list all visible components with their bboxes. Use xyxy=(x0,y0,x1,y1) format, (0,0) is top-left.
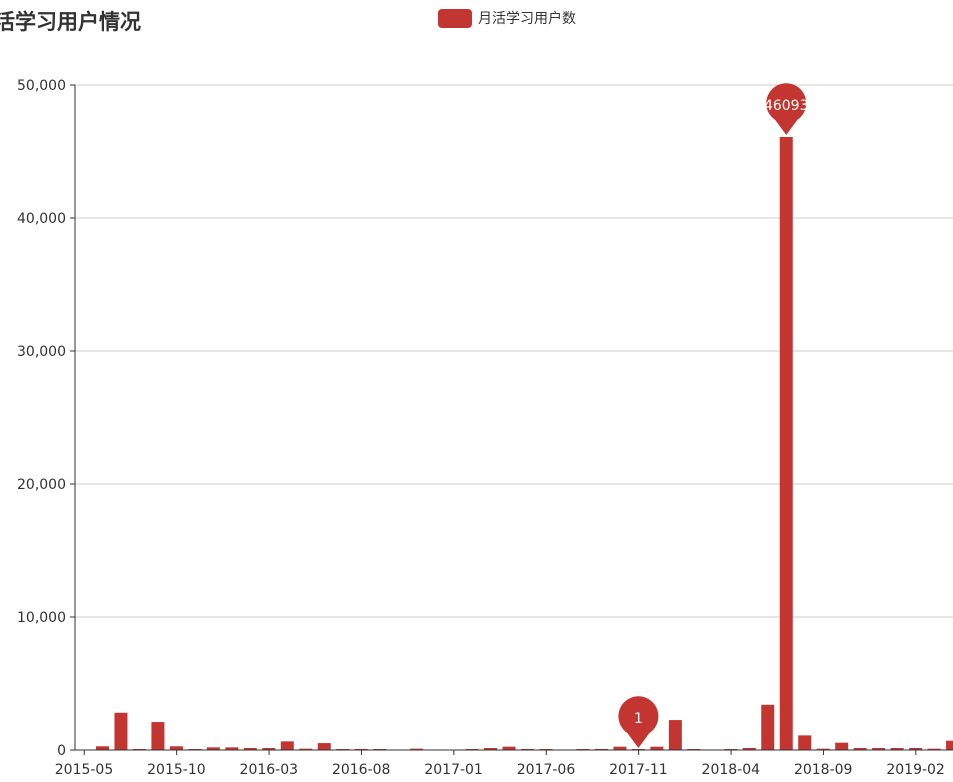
x-tick-label: 2015-05 xyxy=(55,762,114,778)
bar xyxy=(225,747,239,750)
bar xyxy=(114,712,128,750)
bar xyxy=(410,748,424,750)
bar xyxy=(206,747,220,750)
x-tick-label: 2018-04 xyxy=(702,762,761,778)
max-marker-pin-icon xyxy=(766,83,807,135)
x-tick-label: 2019-02 xyxy=(886,762,945,778)
bar xyxy=(779,136,793,750)
bar xyxy=(927,748,941,750)
y-tick-label: 10,000 xyxy=(17,610,66,626)
bar xyxy=(650,746,664,750)
bar xyxy=(521,748,535,750)
bar xyxy=(872,748,886,750)
legend-swatch-icon xyxy=(438,8,472,28)
bar xyxy=(946,740,953,750)
bar xyxy=(853,748,867,750)
max-marker-label: 46093 xyxy=(764,98,809,114)
bar xyxy=(151,722,165,750)
bar xyxy=(594,748,608,750)
bar xyxy=(909,748,923,750)
x-tick-label: 2018-09 xyxy=(794,762,853,778)
y-tick-label: 30,000 xyxy=(17,344,66,360)
y-tick-label: 0 xyxy=(57,743,66,759)
x-tick-label: 2017-01 xyxy=(424,762,483,778)
bar xyxy=(742,748,756,750)
bar xyxy=(798,735,812,750)
x-tick-label: 2016-03 xyxy=(240,762,299,778)
x-tick-label: 2015-10 xyxy=(147,762,206,778)
bar xyxy=(280,741,294,750)
min-marker-pin-icon xyxy=(618,696,659,748)
bar xyxy=(502,746,516,750)
bar xyxy=(169,746,183,750)
bar xyxy=(890,748,904,750)
x-tick-label: 2016-08 xyxy=(332,762,391,778)
min-marker-label: 1 xyxy=(634,711,643,727)
y-tick-label: 40,000 xyxy=(17,211,66,227)
bar xyxy=(95,746,109,750)
bar xyxy=(761,704,775,750)
legend-item[interactable]: 月活学习用户数 xyxy=(438,8,576,28)
legend-label: 月活学习用户数 xyxy=(478,11,576,27)
bar xyxy=(816,748,830,750)
bar xyxy=(317,743,331,750)
bar xyxy=(354,748,368,750)
y-tick-label: 20,000 xyxy=(17,477,66,493)
bar xyxy=(299,748,313,750)
bar xyxy=(262,748,276,750)
bar xyxy=(613,746,627,750)
bar xyxy=(243,748,257,750)
y-tick-label: 50,000 xyxy=(17,78,66,94)
x-tick-label: 2017-11 xyxy=(609,762,668,778)
bar xyxy=(484,748,498,750)
bar xyxy=(835,742,849,750)
x-tick-label: 2017-06 xyxy=(517,762,576,778)
bar xyxy=(668,720,682,750)
chart-title: 活学习用户情况 xyxy=(0,10,141,34)
